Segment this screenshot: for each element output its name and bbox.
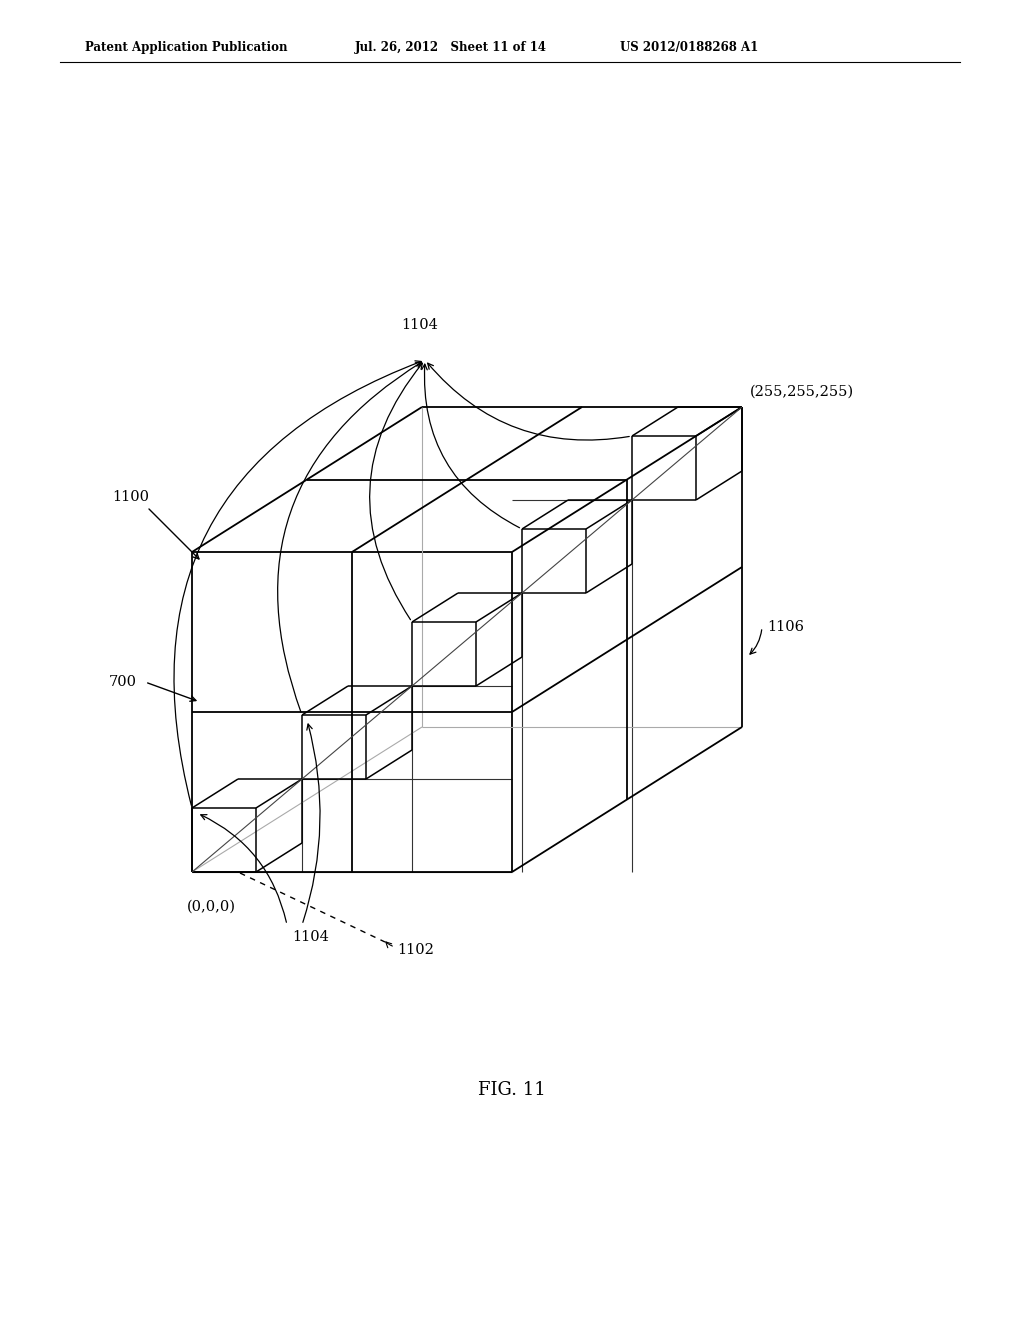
Text: Jul. 26, 2012   Sheet 11 of 14: Jul. 26, 2012 Sheet 11 of 14 <box>355 41 547 54</box>
Text: US 2012/0188268 A1: US 2012/0188268 A1 <box>620 41 758 54</box>
Text: 1104: 1104 <box>401 318 438 333</box>
Text: 1106: 1106 <box>767 620 804 634</box>
Text: 700: 700 <box>109 675 137 689</box>
Text: (255,255,255): (255,255,255) <box>750 385 854 399</box>
Text: 1102: 1102 <box>397 942 434 957</box>
Text: 1104: 1104 <box>292 931 329 944</box>
Text: (0,0,0): (0,0,0) <box>187 900 236 913</box>
Text: FIG. 11: FIG. 11 <box>478 1081 546 1100</box>
Text: Patent Application Publication: Patent Application Publication <box>85 41 288 54</box>
Text: 1100: 1100 <box>112 490 150 504</box>
